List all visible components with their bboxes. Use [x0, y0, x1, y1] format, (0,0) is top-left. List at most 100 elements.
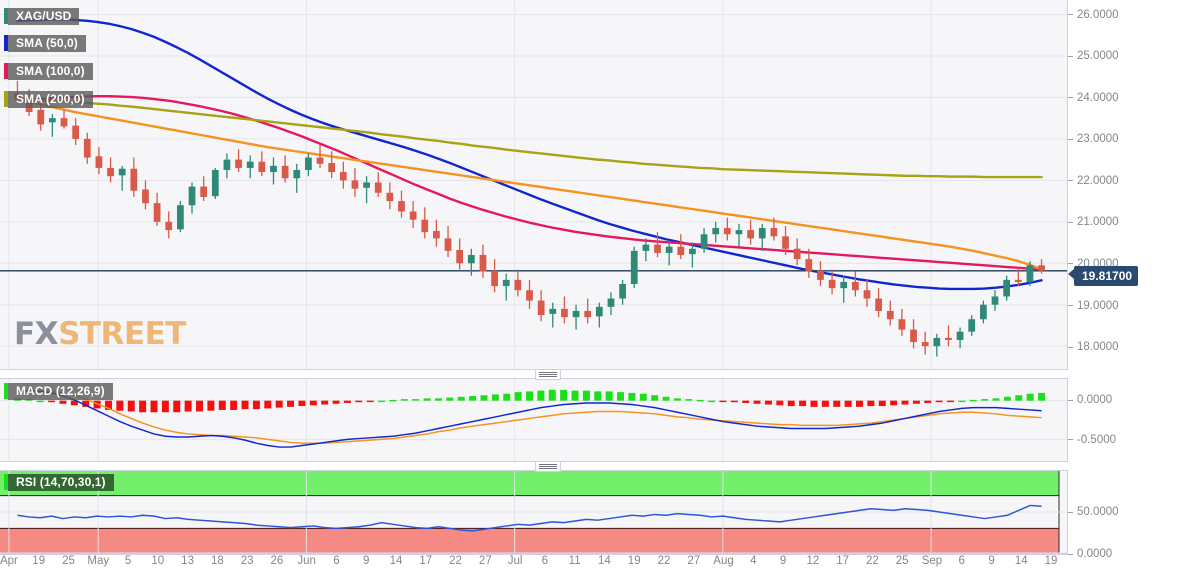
x-axis-tick-label: 12 [806, 555, 820, 567]
x-axis-tick-label: 9 [988, 555, 995, 567]
x-axis-tick-label: 10 [151, 555, 165, 567]
tick-dash-icon [1068, 305, 1073, 307]
panel-resize-grip-rsi[interactable] [535, 461, 561, 472]
tick-dash-icon [1068, 439, 1073, 441]
legend-swatch-rsi [4, 474, 8, 490]
legend-xagusd[interactable]: XAG/USD [4, 7, 80, 25]
x-axis-tick-label: 25 [62, 555, 75, 567]
x-axis-divider [0, 554, 1068, 555]
y-axis-tick: -0.5000 [1068, 433, 1116, 447]
x-axis-tick-label: 22 [866, 555, 879, 567]
legend-swatch-macd [4, 383, 8, 399]
x-axis-tick-label: 4 [750, 555, 757, 567]
y-axis-tick: 25.0000 [1068, 49, 1119, 63]
macd-y-axis[interactable]: 0.0000 -0.5000 [1068, 378, 1182, 462]
x-axis-tick-label: 14 [1014, 555, 1028, 567]
price-y-axis[interactable]: 26.0000 25.0000 24.0000 23.0000 22.0000 21.00… [1068, 0, 1182, 370]
x-axis-tick-label: 6 [333, 555, 340, 567]
price-chart-panel[interactable] [0, 0, 1068, 370]
x-axis-tick-label: 19 [627, 555, 641, 567]
tick-dash-icon [1068, 221, 1073, 223]
panel-gap-2 [0, 462, 1068, 470]
y-axis-tick: 19.0000 [1068, 299, 1119, 313]
tick-dash-icon [1068, 14, 1073, 16]
x-axis-tick-label: 11 [568, 555, 581, 567]
x-axis-tick-label: 9 [779, 555, 787, 567]
y-axis-tick-label: -0.5000 [1077, 433, 1117, 446]
legend-macd[interactable]: MACD (12,26,9) [4, 382, 113, 400]
legend-sma200[interactable]: SMA (200,0) [4, 90, 93, 108]
rsi-plot-area[interactable] [0, 471, 1067, 553]
watermark-fx: FX [14, 316, 59, 352]
legend-label-xagusd: XAG/USD [8, 7, 80, 25]
legend-label-sma50: SMA (50,0) [8, 34, 86, 52]
tick-dash-icon [1068, 138, 1073, 140]
y-axis-tick-label: 25.0000 [1077, 50, 1119, 63]
x-axis-tick-label: Jun [297, 555, 316, 567]
x-axis-tick-label: 27 [478, 555, 492, 567]
x-axis-tick-label: 22 [657, 555, 671, 567]
legend-swatch-xagusd [4, 8, 8, 24]
y-axis-tick: 26.0000 [1068, 8, 1119, 22]
x-axis-tick-label: 14 [389, 555, 403, 567]
x-axis-tick-label: 25 [895, 555, 909, 567]
x-axis-tick-label: 26 [270, 555, 284, 567]
x-axis-tick-label: 23 [240, 555, 254, 567]
x-axis-tick-label: Aug [713, 555, 734, 567]
panel-resize-grip-macd[interactable] [535, 369, 561, 380]
x-axis-tick-label: 17 [419, 555, 433, 567]
rsi-panel[interactable] [0, 470, 1068, 554]
y-axis-tick-label: 50.0000 [1077, 506, 1119, 518]
x-axis-tick-label: 27 [687, 555, 701, 567]
x-axis-tick-label: 9 [363, 555, 370, 567]
legend-swatch-sma50 [4, 35, 8, 51]
y-axis-tick-label: 18.0000 [1077, 341, 1119, 354]
tick-dash-icon [1068, 263, 1073, 265]
y-axis-tick: 22.0000 [1068, 174, 1119, 188]
tick-dash-icon [1068, 511, 1073, 513]
last-price-tag: 19.81700 [1074, 266, 1139, 286]
x-axis-tick-label: 6 [541, 555, 549, 567]
x-axis-tick-label: Sep [921, 555, 943, 567]
x-axis-tick-label: 18 [210, 555, 224, 567]
x-axis-tick-label: Apr [0, 555, 18, 567]
y-axis-tick-label: 21.0000 [1077, 216, 1119, 229]
legend-label-sma100: SMA (100,0) [8, 62, 93, 80]
legend-label-rsi: RSI (14,70,30,1) [8, 473, 114, 491]
tick-dash-icon [1068, 97, 1073, 99]
y-axis-tick-label: 24.0000 [1077, 91, 1119, 104]
price-tag-arrow-icon [1068, 269, 1074, 279]
legend-swatch-sma100 [4, 63, 8, 79]
legend-swatch-sma200 [4, 91, 8, 107]
y-axis-tick: 0.0000 [1068, 547, 1112, 561]
y-axis-tick-label: 26.0000 [1077, 8, 1119, 21]
x-axis[interactable]: Apr 19 25 May 5 10 13 18 23 26 Jun 6 9 14 17 22 27 Jul 6 11… [0, 554, 1068, 571]
rsi-y-axis[interactable]: 50.0000 0.0000 [1068, 470, 1182, 560]
x-axis-tick-label: Jul [507, 555, 523, 567]
price-plot-area[interactable] [0, 0, 1067, 369]
x-axis-tick-label: 22 [449, 555, 462, 567]
legend-sma100[interactable]: SMA (100,0) [4, 62, 93, 80]
y-axis-tick-label: 0.0000 [1077, 548, 1113, 560]
y-axis-tick-label: 23.0000 [1077, 133, 1119, 146]
legend-sma50[interactable]: SMA (50,0) [4, 34, 86, 52]
x-axis-tick-label: 19 [1044, 555, 1058, 567]
y-axis-tick-label: 0.0000 [1077, 394, 1113, 407]
x-axis-tick-label: 17 [836, 555, 850, 567]
x-axis-tick-label: 14 [598, 555, 611, 567]
tick-dash-icon [1068, 180, 1073, 182]
y-axis-tick: 24.0000 [1068, 91, 1119, 105]
y-axis-tick: 23.0000 [1068, 132, 1119, 146]
legend-rsi[interactable]: RSI (14,70,30,1) [4, 473, 114, 491]
y-axis-tick-label: 19.0000 [1077, 299, 1119, 312]
y-axis-tick: 21.0000 [1068, 215, 1119, 229]
y-axis-tick: 18.0000 [1068, 340, 1119, 354]
tick-dash-icon [1068, 399, 1073, 401]
fxstreet-watermark: FXSTREET [14, 316, 186, 352]
x-axis-tick-label: 5 [124, 555, 132, 567]
macd-panel[interactable] [0, 378, 1068, 462]
x-axis-tick-label: 19 [32, 555, 46, 567]
panel-gap-1 [0, 370, 1068, 378]
macd-plot-area[interactable] [0, 379, 1067, 461]
